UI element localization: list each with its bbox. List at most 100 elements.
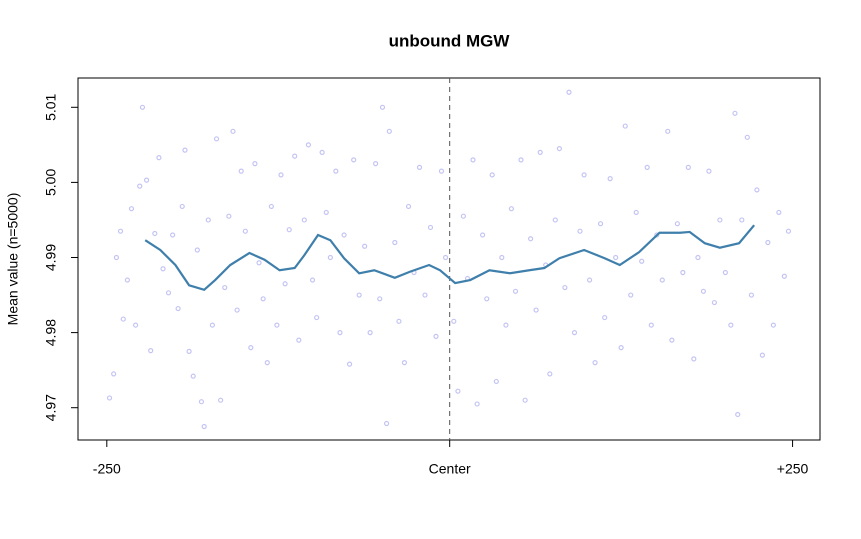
data-point bbox=[152, 230, 158, 237]
data-point bbox=[190, 373, 196, 379]
data-point bbox=[256, 260, 262, 266]
data-point bbox=[581, 172, 587, 178]
data-point bbox=[405, 203, 412, 210]
data-point bbox=[194, 247, 200, 253]
data-point bbox=[309, 277, 316, 283]
data-point bbox=[706, 168, 712, 174]
data-point bbox=[201, 423, 207, 430]
data-point bbox=[665, 128, 671, 134]
data-point bbox=[379, 104, 386, 110]
data-point bbox=[639, 258, 645, 264]
y-tick-label: 4.99 bbox=[43, 244, 59, 271]
data-point bbox=[252, 161, 258, 167]
data-point bbox=[503, 322, 509, 328]
data-point bbox=[776, 209, 782, 216]
data-point bbox=[518, 157, 524, 163]
data-point bbox=[748, 292, 755, 298]
data-point bbox=[644, 164, 650, 170]
data-point bbox=[264, 360, 270, 366]
data-point bbox=[319, 149, 325, 155]
data-point bbox=[613, 254, 619, 261]
data-point bbox=[296, 337, 302, 343]
y-axis-title: Mean value (n=5000) bbox=[5, 193, 21, 326]
data-point bbox=[356, 292, 362, 298]
data-point bbox=[711, 299, 717, 306]
data-point bbox=[323, 209, 329, 216]
data-point bbox=[680, 269, 686, 276]
data-point bbox=[396, 318, 402, 324]
data-point bbox=[238, 168, 244, 174]
data-point bbox=[337, 330, 343, 336]
y-tick-label: 5.00 bbox=[43, 169, 59, 196]
data-point bbox=[759, 352, 765, 358]
data-point bbox=[493, 378, 499, 385]
data-point bbox=[274, 322, 280, 328]
data-point bbox=[117, 228, 124, 234]
data-point bbox=[484, 296, 490, 302]
data-point bbox=[143, 177, 150, 183]
data-point bbox=[234, 307, 240, 313]
x-tick-label: +250 bbox=[777, 461, 809, 477]
data-point bbox=[213, 136, 220, 142]
y-tick-label: 4.97 bbox=[43, 394, 59, 421]
data-point bbox=[120, 316, 126, 322]
data-point bbox=[106, 395, 113, 401]
data-point bbox=[111, 371, 117, 377]
data-point bbox=[175, 305, 181, 312]
x-tick-label: -250 bbox=[93, 461, 121, 477]
data-point bbox=[373, 161, 379, 167]
data-point bbox=[156, 155, 162, 161]
data-point bbox=[278, 172, 284, 178]
data-point bbox=[179, 203, 185, 210]
data-point bbox=[333, 168, 339, 174]
y-tick-label: 5.01 bbox=[43, 93, 59, 120]
data-point bbox=[362, 243, 368, 249]
data-point bbox=[628, 292, 634, 298]
data-point bbox=[314, 314, 320, 321]
data-point bbox=[165, 290, 172, 296]
data-point bbox=[139, 104, 146, 110]
data-point bbox=[512, 288, 519, 294]
data-point bbox=[113, 254, 120, 261]
data-point bbox=[717, 217, 723, 223]
data-point bbox=[198, 399, 205, 405]
data-point bbox=[242, 228, 248, 234]
data-point bbox=[451, 318, 457, 324]
data-point bbox=[669, 337, 675, 343]
data-point bbox=[442, 254, 449, 261]
data-point bbox=[522, 397, 528, 403]
data-point bbox=[728, 322, 734, 328]
data-point bbox=[754, 187, 760, 193]
data-point bbox=[602, 314, 608, 321]
data-point bbox=[305, 142, 312, 148]
data-point bbox=[222, 284, 228, 291]
data-point bbox=[386, 128, 392, 134]
data-point bbox=[566, 89, 572, 95]
data-point bbox=[148, 348, 154, 354]
data-point bbox=[537, 149, 543, 155]
data-point bbox=[433, 333, 439, 339]
data-point bbox=[592, 360, 598, 366]
data-point bbox=[218, 397, 224, 403]
data-point bbox=[618, 345, 624, 351]
data-point bbox=[528, 236, 534, 242]
data-point bbox=[292, 153, 298, 159]
data-point bbox=[282, 281, 288, 287]
data-point bbox=[562, 284, 568, 291]
data-point bbox=[744, 134, 750, 140]
data-point bbox=[691, 356, 697, 362]
data-point bbox=[160, 266, 166, 272]
data-point bbox=[732, 110, 738, 116]
data-point bbox=[577, 228, 583, 234]
data-point bbox=[533, 307, 539, 313]
data-point bbox=[654, 232, 660, 238]
data-point bbox=[765, 239, 771, 246]
data-point bbox=[182, 147, 188, 153]
data-point bbox=[489, 172, 495, 178]
y-tick-label: 4.98 bbox=[43, 319, 59, 346]
data-point bbox=[547, 371, 553, 377]
data-point bbox=[422, 292, 428, 298]
data-point bbox=[674, 221, 680, 227]
